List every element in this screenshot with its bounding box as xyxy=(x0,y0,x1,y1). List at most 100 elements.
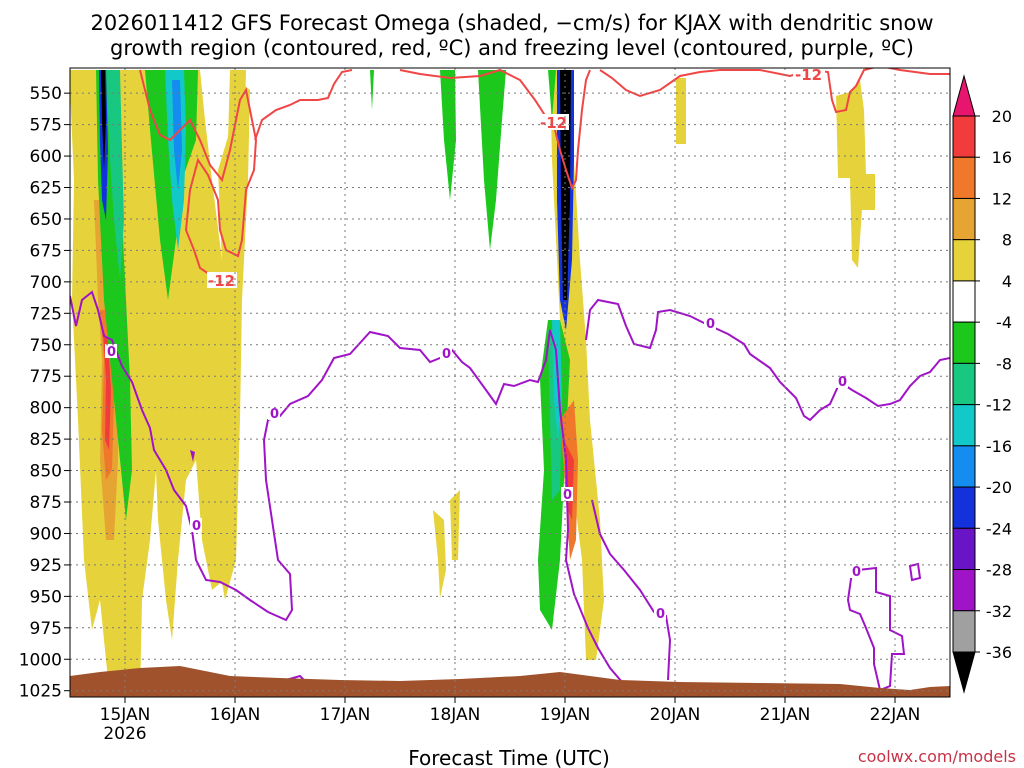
omega-shading-far-right xyxy=(676,78,875,268)
freezing-label-3: 0 xyxy=(442,347,451,362)
colorbar-label: -4 xyxy=(996,313,1012,332)
y-tick-label: 850 xyxy=(30,462,62,482)
omega-yellow-column xyxy=(215,80,250,600)
colorbar: 20 16 12 8 4 -4 -8 -12 -16 -20 -24 -28 -32 -36 xyxy=(952,74,1012,694)
colorbar-cell xyxy=(952,115,976,158)
omega-shading-right xyxy=(538,70,604,660)
freezing-label-2: 0 xyxy=(270,407,279,422)
colorbar-cell xyxy=(952,321,976,364)
y-tick-label: 950 xyxy=(30,587,62,607)
omega-blue-left xyxy=(172,80,182,190)
freezing-label-8: 0 xyxy=(656,607,665,622)
omega-green-mid-3 xyxy=(478,70,506,250)
freezing-label-1: 0 xyxy=(107,345,116,360)
x-tick-label: 17JAN xyxy=(320,705,371,725)
chart-title-line1: 2026011412 GFS Forecast Omega (shaded, −… xyxy=(90,11,933,35)
omega-yellow-20jan xyxy=(676,78,686,144)
dgz-contour-2 xyxy=(254,69,353,141)
colorbar-cell xyxy=(952,280,976,323)
x-tick-label: 20JAN xyxy=(650,705,701,725)
colorbar-label: -28 xyxy=(986,561,1012,580)
y-tick-label: 775 xyxy=(30,367,62,387)
dgz-labels: -12 -12 -12 xyxy=(207,66,825,290)
colorbar-cell xyxy=(952,362,976,406)
freezing-label-5: 0 xyxy=(838,375,847,390)
omega-yellow-mid-1 xyxy=(433,510,446,598)
colorbar-label: 4 xyxy=(1002,272,1012,291)
y-tick-label: 600 xyxy=(30,147,62,167)
y-tick-label: 750 xyxy=(30,336,62,356)
dgz-label-2: -12 xyxy=(540,114,567,132)
freezing-label-7: 0 xyxy=(563,488,572,503)
colorbar-label: -12 xyxy=(986,396,1012,415)
x-axis-label: Forecast Time (UTC) xyxy=(408,746,610,768)
y-tick-label: 575 xyxy=(30,116,62,136)
y-tick-label: 1000 xyxy=(19,650,62,670)
colorbar-label: 12 xyxy=(992,189,1012,208)
x-tick-label: 19JAN xyxy=(540,705,591,725)
omega-shading-left xyxy=(70,70,250,697)
omega-green-mid-2 xyxy=(440,70,456,200)
freezing-label-6: 0 xyxy=(192,519,201,534)
y-tick-label: 550 xyxy=(30,84,62,104)
freezing-contour-main xyxy=(70,290,623,683)
grid-lines xyxy=(70,68,950,697)
colorbar-label: -24 xyxy=(986,519,1012,538)
x-tick-label: 22JAN xyxy=(870,705,921,725)
y-tick-label: 625 xyxy=(30,179,62,199)
plot-area: -12 -12 -12 0 0 0 0 0 0 xyxy=(70,66,950,697)
colorbar-cell xyxy=(952,404,976,447)
freezing-contours xyxy=(70,290,950,692)
x-tick-label: 18JAN xyxy=(430,705,481,725)
colorbar-cell xyxy=(952,486,976,529)
colorbar-label: -8 xyxy=(996,354,1012,373)
freezing-contour-small xyxy=(908,562,922,582)
y-tick-label: 975 xyxy=(30,619,62,639)
colorbar-cell xyxy=(952,239,976,282)
dgz-contour-1 xyxy=(139,69,258,277)
omega-green-mid-1 xyxy=(370,70,374,110)
y-tick-label: 875 xyxy=(30,493,62,513)
omega-teal-left xyxy=(106,70,124,280)
y-tick-label: 925 xyxy=(30,556,62,576)
y-tick-label: 1025 xyxy=(19,682,62,702)
y-tick-label: 675 xyxy=(30,241,62,261)
omega-red-core-left xyxy=(103,330,111,450)
freezing-contour-right xyxy=(585,298,950,422)
freezing-contour-closed xyxy=(846,566,906,692)
omega-green-right-top xyxy=(548,70,556,120)
x-tick-sublabel: 2026 xyxy=(103,724,146,744)
x-tick-label: 15JAN xyxy=(100,705,151,725)
colorbar-cell xyxy=(952,569,976,612)
colorbar-label: 16 xyxy=(992,148,1012,167)
colorbar-cell-bottom xyxy=(952,651,976,694)
omega-purple-left xyxy=(190,450,195,462)
colorbar-label: -20 xyxy=(986,478,1012,497)
dgz-label-1: -12 xyxy=(208,272,235,290)
y-tick-label: 725 xyxy=(30,304,62,324)
freezing-label-4: 0 xyxy=(706,317,715,332)
colorbar-cell xyxy=(952,610,976,653)
freezing-label-9: 0 xyxy=(852,565,861,580)
omega-black-core-left xyxy=(101,70,106,170)
colorbar-label: -32 xyxy=(986,602,1012,621)
y-tick-label: 900 xyxy=(30,524,62,544)
colorbar-cell xyxy=(952,197,976,241)
x-tick-label: 16JAN xyxy=(210,705,261,725)
y-axis: 550 575 600 625 650 675 700 725 750 775 800 825 850 8… xyxy=(19,84,70,702)
colorbar-cell xyxy=(952,527,976,571)
y-tick-label: 650 xyxy=(30,210,62,230)
colorbar-label: -36 xyxy=(986,643,1012,662)
dgz-label-3: -12 xyxy=(795,66,822,84)
credit-text: coolwx.com/models xyxy=(858,747,1016,766)
surface-ground xyxy=(70,666,950,697)
colorbar-label: 20 xyxy=(992,107,1012,126)
y-tick-label: 700 xyxy=(30,273,62,293)
colorbar-cell xyxy=(952,156,976,199)
plot-frame xyxy=(69,67,951,698)
colorbar-cell xyxy=(952,445,976,488)
x-tick-label: 21JAN xyxy=(760,705,811,725)
freezing-labels: 0 0 0 0 0 0 0 0 0 xyxy=(105,316,862,622)
